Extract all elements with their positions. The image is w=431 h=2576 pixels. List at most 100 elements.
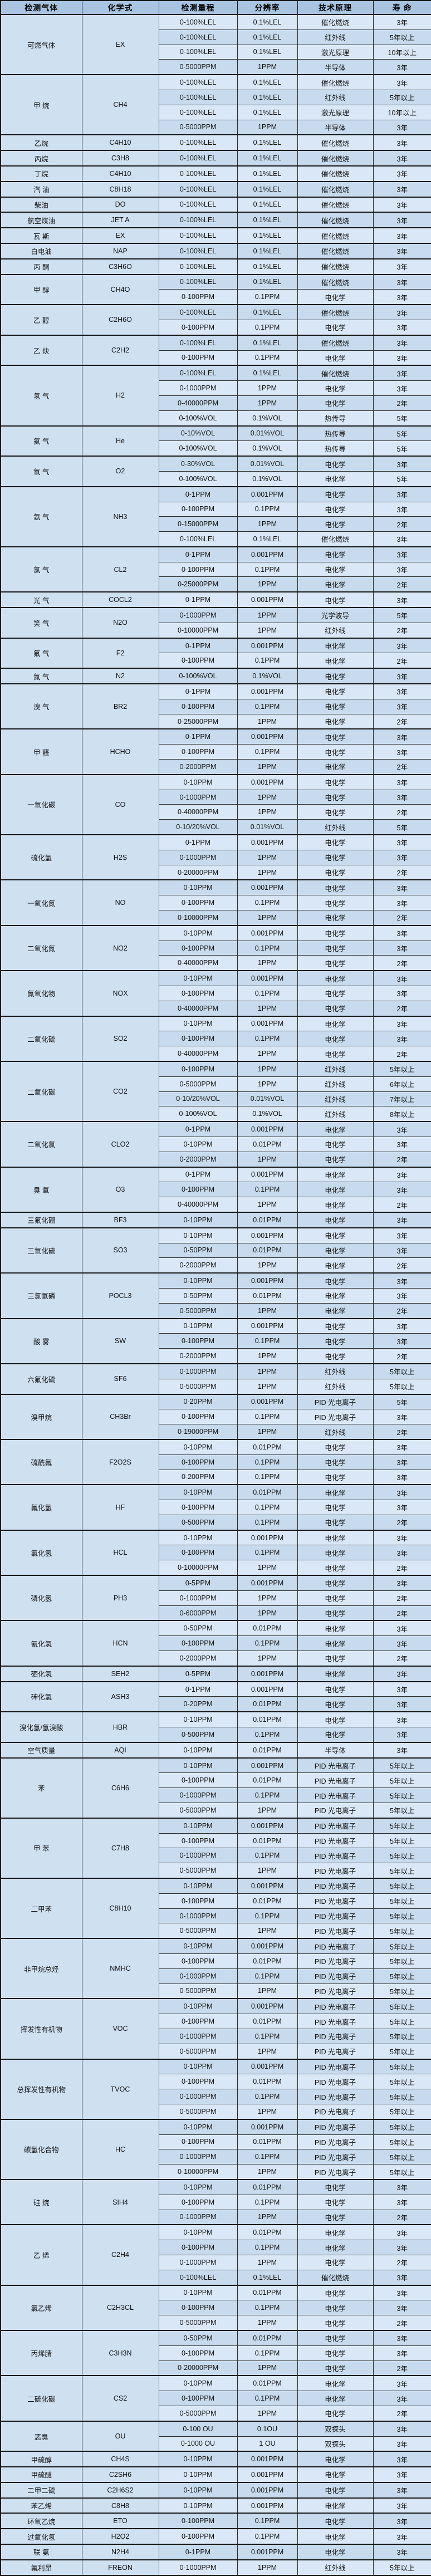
principle-cell: PID 光电离子	[297, 1953, 374, 1969]
principle-cell: 激光原理	[297, 44, 374, 60]
resolution-cell: 0.1PPM	[237, 2240, 298, 2255]
table-row: 白电油 NAP 0-100%LEL 0.1%LEL 催化燃烧 3年	[0, 242, 431, 259]
principle-cell: PID 光电离子	[297, 1923, 374, 1939]
table-row: 0-15000PPM 1PPM 电化学 2年	[1, 516, 431, 532]
table-row: 0-100%LEL 0.1%LEL 激光原理 10年以上	[1, 44, 431, 60]
principle-cell: 电化学	[297, 350, 374, 366]
lifespan-cell: 3年	[373, 924, 431, 941]
resolution-cell: 0.01PPM	[237, 1893, 298, 1909]
table-row: 0-1000PPM 0.1PPM PID 光电离子 5年以上	[1, 2028, 431, 2044]
range-cell: 0-25000PPM	[158, 713, 238, 729]
principle-cell: PID 光电离子	[297, 1787, 374, 1804]
table-row: 丙 酮 C3H6O 0-100%LEL 0.1%LEL 催化燃烧 3年	[0, 258, 431, 275]
lifespan-cell: 3年	[373, 1469, 431, 1485]
lifespan-cell: 3年	[373, 698, 431, 714]
principle-cell: 电化学	[297, 1151, 374, 1168]
range-cell: 0-40000PPM	[158, 804, 238, 820]
lifespan-cell: 3年	[373, 546, 431, 562]
lifespan-cell: 3年	[373, 1438, 431, 1455]
formula-cell: COCL2	[81, 591, 159, 608]
principle-cell: 催化燃烧	[297, 2269, 374, 2286]
formula-cell: C2H6S2	[81, 2481, 159, 2499]
lifespan-cell: 3年	[373, 1166, 431, 1183]
range-cell: 0-100PPM	[158, 289, 238, 305]
range-cell: 0-20PPM	[158, 1393, 238, 1410]
gas-name-cell: 三氯氧磷	[0, 1272, 82, 1319]
gas-name-cell: 甲 苯	[0, 1817, 82, 1879]
gas-name-cell: 笑 气	[0, 607, 82, 639]
table-row: 航空煤油 JET A 0-100%LEL 0.1%LEL 催化燃烧 3年	[0, 212, 431, 228]
principle-cell: 电化学	[297, 471, 374, 487]
range-cell: 0-100%LEL	[158, 242, 238, 259]
formula-cell: C8H10	[81, 1878, 159, 1939]
resolution-cell: 0.001PPM	[237, 1015, 298, 1032]
gas-name-cell: 航空煤油	[0, 212, 82, 228]
gas-name-cell: 丁烷	[0, 165, 82, 182]
range-cell: 0-10PPM	[158, 1211, 238, 1228]
principle-cell: 电化学	[297, 849, 374, 865]
range-cell: 0-2000PPM	[158, 1348, 238, 1364]
resolution-cell: 0.1PPM	[237, 350, 298, 366]
table-row: 0-10/20%VOL 0.01%VOL 红外线 5年	[1, 819, 431, 835]
range-cell: 0-100PPM	[158, 2528, 238, 2545]
range-cell: 0-5000PPM	[158, 1076, 238, 1092]
lifespan-cell: 5年以上	[373, 29, 431, 45]
range-cell: 0-1000PPM	[158, 1590, 238, 1606]
principle-cell: 电化学	[297, 1318, 374, 1334]
formula-cell: C2H4	[81, 2224, 159, 2286]
range-cell: 0-10PPM	[158, 2466, 238, 2483]
principle-cell: 催化燃烧	[297, 334, 374, 351]
gas-name-cell: 甲硫醇	[0, 2451, 82, 2467]
table-row: 0-5000PPM 1PPM 电化学 2年	[1, 1302, 431, 1319]
principle-cell: 催化燃烧	[297, 196, 374, 213]
principle-cell: 红外线	[297, 29, 374, 45]
resolution-cell: 0.01PPM	[237, 1833, 298, 1849]
table-row: 0-200PPM 0.1PPM 电化学 3年	[1, 1469, 431, 1485]
table-row: 甲 醇 CH4O 0-100%LEL 0.1%LEL 催化燃烧 3年	[0, 273, 431, 305]
formula-cell: EX	[81, 13, 159, 75]
principle-cell: 红外线	[297, 1424, 374, 1440]
table-row: 0-1000PPM 0.1PPM PID 光电离子 5年以上	[1, 1848, 431, 1864]
lifespan-cell: 2年	[373, 1000, 431, 1017]
resolution-cell: 0.1%LEL	[237, 150, 298, 166]
range-cell: 0-10PPM	[158, 879, 238, 896]
resolution-cell: 0.1PPM	[237, 1545, 298, 1561]
range-cell: 0-1000PPM	[158, 380, 238, 396]
gas-name-cell: 过氧化氢	[0, 2528, 82, 2545]
range-cell: 0-10PPM	[158, 1938, 238, 1955]
resolution-cell: 0.1%LEL	[237, 2269, 298, 2286]
range-cell: 0-100PPM	[158, 2134, 238, 2150]
gas-name-cell: 磷化氢	[0, 1575, 82, 1621]
table-row: 0-100PPM 0.1PPM 电化学 3年	[1, 501, 431, 517]
principle-cell: 电化学	[297, 1635, 374, 1652]
table-row: 0-100PPM 0.1PPM PID 光电离子 3年	[1, 1409, 431, 1425]
principle-cell: PID 光电离子	[297, 1893, 374, 1909]
principle-cell: 电化学	[297, 2405, 374, 2422]
lifespan-cell: 3年	[373, 2375, 431, 2392]
table-row: 0-1000PPM 0.1PPM PID 光电离子 5年以上	[1, 2149, 431, 2165]
lifespan-cell: 5年以上	[373, 2058, 431, 2075]
table-row: 0-50PPM 0.01PPM 电化学 3年	[1, 1287, 431, 1304]
table-body: 可燃气体 EX 0-100%LEL 0.1%LEL 催化燃烧 3年 0-100%LEL 0.1…	[0, 13, 431, 2576]
lifespan-cell: 2年	[373, 576, 431, 592]
principle-cell: 电化学	[297, 2300, 374, 2316]
formula-cell: SW	[81, 1318, 159, 1364]
table-row: 二氧化碳 CO2 0-100PPM 1PPM 红外线 5年以上	[0, 1060, 431, 1122]
range-cell: 0-100%LEL	[158, 273, 238, 290]
principle-cell: 催化燃烧	[297, 180, 374, 198]
resolution-cell: 0.1PPM	[237, 1500, 298, 1515]
principle-cell: 电化学	[297, 1182, 374, 1198]
resolution-cell: 1PPM	[237, 1151, 298, 1168]
resolution-cell: 1PPM	[237, 804, 298, 820]
principle-cell: 电化学	[297, 591, 374, 608]
resolution-cell: 0.001PPM	[237, 879, 298, 896]
range-cell: 0-100PPM	[158, 1833, 238, 1849]
range-cell: 0-100PPM	[158, 2194, 238, 2210]
range-cell: 0-1PPM	[158, 546, 238, 562]
principle-cell: 电化学	[297, 1333, 374, 1349]
principle-cell: 电化学	[297, 2360, 374, 2376]
resolution-cell: 0.1PPM	[237, 940, 298, 956]
range-cell: 0-100%VOL	[158, 668, 238, 684]
table-row: 砷化氢 ASH3 0-1PPM 0.001PPM 电化学 3年	[0, 1681, 431, 1712]
range-cell: 0-2000PPM	[158, 1151, 238, 1168]
